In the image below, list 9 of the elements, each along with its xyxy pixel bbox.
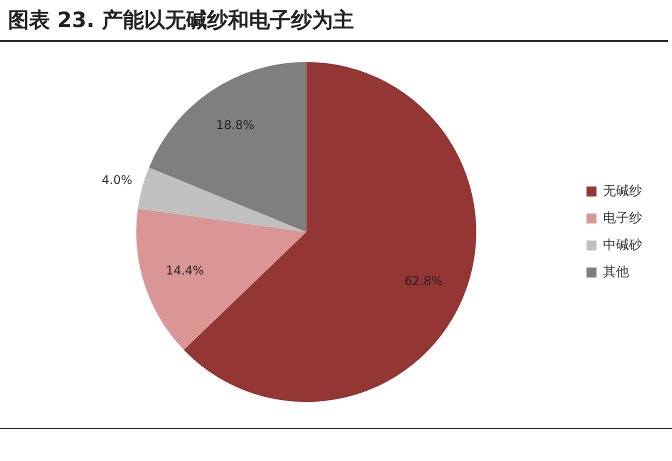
- legend-label: 电子纱: [603, 210, 642, 226]
- data-label: 4.0%: [102, 173, 132, 187]
- legend-label: 中碱砂: [603, 238, 642, 253]
- data-label: 14.4%: [166, 264, 204, 278]
- chart-title: 图表 23. 产能以无碱纱和电子纱为主: [0, 0, 668, 42]
- legend-label: 无碱纱: [603, 184, 642, 199]
- data-label: 62.8%: [404, 274, 443, 288]
- legend-label: 其他: [603, 264, 629, 280]
- data-label: 18.8%: [216, 118, 254, 132]
